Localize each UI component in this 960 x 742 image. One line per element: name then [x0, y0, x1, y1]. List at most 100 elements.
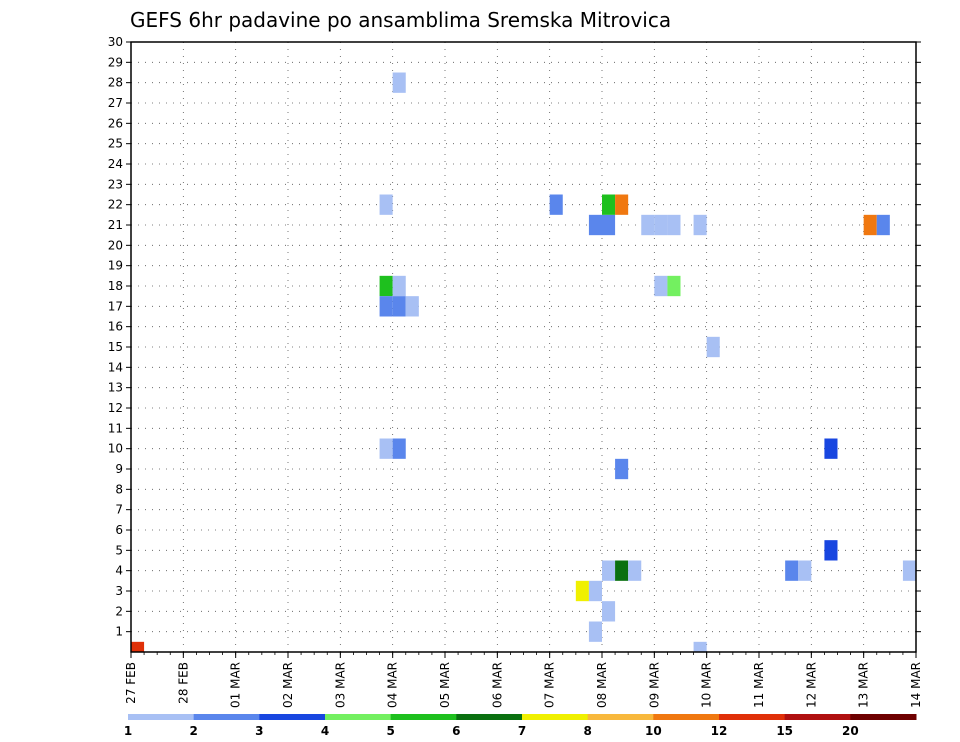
data-cell: [824, 540, 838, 561]
colorbar-segment: [719, 714, 786, 720]
data-cell: [641, 214, 655, 236]
x-tick-label: 27 FEB: [124, 662, 138, 704]
data-cell: [693, 641, 707, 652]
data-cell: [405, 296, 419, 317]
y-tick-label: 26: [108, 116, 123, 130]
colorbar-tick-label: 7: [518, 724, 526, 738]
colorbar-tick-label: 5: [386, 724, 394, 738]
x-tick-label: 28 FEB: [176, 662, 190, 704]
data-cell: [615, 458, 629, 480]
y-tick-label: 28: [108, 76, 123, 90]
colorbar-tick-label: 2: [189, 724, 197, 738]
y-tick-label: 2: [115, 604, 123, 618]
y-tick-label: 9: [115, 462, 123, 476]
y-tick-label: 6: [115, 523, 123, 537]
data-cell: [379, 438, 393, 459]
data-cell: [667, 275, 681, 297]
x-tick-label: 01 MAR: [229, 662, 243, 708]
x-tick-label: 04 MAR: [386, 662, 400, 708]
x-tick-label: 05 MAR: [438, 662, 452, 708]
y-tick-label: 10: [108, 442, 123, 456]
data-cell: [615, 560, 629, 581]
y-tick-label: 4: [115, 564, 123, 578]
colorbar-segment: [850, 714, 917, 720]
y-tick-label: 13: [108, 381, 123, 395]
y-tick-label: 25: [108, 137, 123, 151]
y-tick-label: 11: [108, 421, 123, 435]
x-tick-label: 09 MAR: [647, 662, 661, 708]
colorbar-tick-label: 15: [776, 724, 793, 738]
y-tick-label: 27: [108, 96, 123, 110]
y-tick-label: 16: [108, 320, 123, 334]
data-cell: [615, 194, 629, 215]
colorbar-tick-label: 10: [645, 724, 662, 738]
data-cell: [575, 580, 589, 602]
x-tick-label: 12 MAR: [804, 662, 818, 708]
data-cell: [602, 601, 616, 622]
data-cell: [392, 275, 406, 297]
data-cell: [798, 560, 812, 581]
colorbar: 1 2 3 4 5 6 7 8 10 12 15 20: [124, 714, 917, 738]
colorbar-tick-label: 20: [842, 724, 859, 738]
data-cell: [667, 214, 681, 236]
y-tick-label: 17: [108, 299, 123, 313]
colorbar-tick-label: 3: [255, 724, 263, 738]
y-tick-label: 3: [115, 584, 123, 598]
x-tick-label: 10 MAR: [700, 662, 714, 708]
y-tick-label: 5: [115, 543, 123, 557]
y-tick-label: 21: [108, 218, 123, 232]
colorbar-tick-label: 8: [583, 724, 591, 738]
colorbar-segment: [325, 714, 392, 720]
data-cell: [602, 194, 616, 215]
data-cell: [693, 214, 707, 236]
data-cell: [602, 214, 616, 236]
chart-title: GEFS 6hr padavine po ansamblima Sremska …: [130, 8, 671, 32]
data-cell: [379, 296, 393, 317]
y-tick-label: 15: [108, 340, 123, 354]
data-cell: [131, 641, 145, 652]
colorbar-segment: [193, 714, 260, 720]
colorbar-segment: [259, 714, 326, 720]
data-cell: [379, 275, 393, 297]
data-cell: [549, 194, 563, 215]
data-cell: [392, 438, 406, 459]
x-tick-label: 13 MAR: [857, 662, 871, 708]
y-tick-label: 19: [108, 259, 123, 273]
x-tick-label: 11 MAR: [752, 662, 766, 708]
data-cell: [824, 438, 838, 459]
data-cell: [588, 621, 602, 642]
colorbar-segment: [653, 714, 720, 720]
data-cell: [706, 336, 720, 358]
y-tick-label: 7: [115, 503, 123, 517]
colorbar-tick-label: 1: [124, 724, 132, 738]
y-tick-label: 30: [108, 35, 123, 49]
data-cell: [876, 214, 890, 236]
y-tick-label: 8: [115, 482, 123, 496]
y-tick-label: 1: [115, 625, 123, 639]
x-tick-label: 06 MAR: [490, 662, 504, 708]
data-cell: [392, 296, 406, 317]
colorbar-segment: [128, 714, 195, 720]
colorbar-tick-label: 6: [452, 724, 460, 738]
y-tick-label: 24: [108, 157, 123, 171]
colorbar-tick-label: 12: [711, 724, 728, 738]
y-tick-label: 22: [108, 198, 123, 212]
data-cell: [654, 275, 668, 297]
data-cell: [902, 560, 916, 581]
data-cell: [588, 580, 602, 602]
colorbar-segment: [522, 714, 589, 720]
data-cell: [588, 214, 602, 236]
x-tick-label: 14 MAR: [909, 662, 923, 708]
colorbar-tick-label: 4: [321, 724, 329, 738]
x-tick-label: 02 MAR: [281, 662, 295, 708]
data-cells: [131, 72, 916, 652]
y-tick-label: 20: [108, 238, 123, 252]
data-cell: [863, 214, 877, 236]
y-tick-label: 12: [108, 401, 123, 415]
data-cell: [379, 194, 393, 215]
colorbar-segment: [390, 714, 457, 720]
data-cell: [602, 560, 616, 581]
colorbar-segment: [456, 714, 523, 720]
data-cell: [392, 72, 406, 93]
